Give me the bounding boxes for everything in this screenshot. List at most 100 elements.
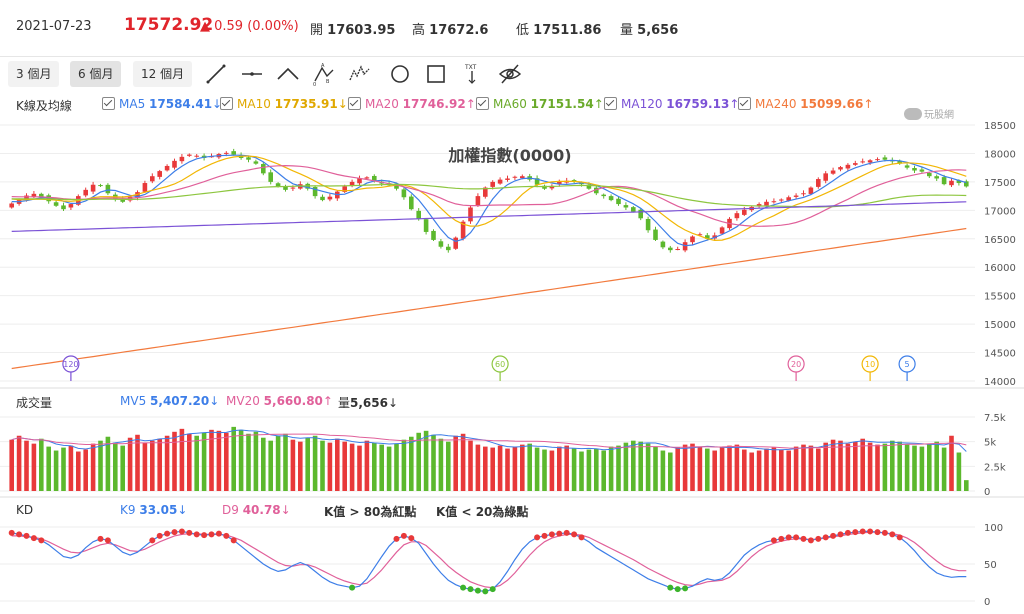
svg-text:B: B bbox=[326, 79, 330, 85]
volume-bar bbox=[705, 448, 710, 491]
candle-body bbox=[964, 181, 969, 187]
ma5-toggle[interactable]: MA5 17584.41↓ bbox=[102, 97, 222, 111]
kd-overbought-dot bbox=[852, 529, 859, 536]
candle-body bbox=[194, 155, 199, 157]
candle-body bbox=[594, 187, 599, 194]
candle-body bbox=[172, 160, 177, 168]
range-3m-button[interactable]: 3 個月 bbox=[8, 61, 60, 87]
candle-body bbox=[793, 195, 799, 197]
ma10-toggle[interactable]: MA10 17735.91↓ bbox=[220, 97, 348, 111]
candle-body bbox=[490, 181, 495, 187]
kd-overbought-dot bbox=[408, 535, 415, 542]
candle-body bbox=[927, 173, 932, 177]
volume-bar bbox=[631, 440, 636, 491]
price-tick-label: 16000 bbox=[984, 263, 1016, 274]
volume-bar bbox=[468, 440, 473, 491]
ma20-toggle[interactable]: MA20 17746.92↑ bbox=[348, 97, 476, 111]
candle-body bbox=[941, 177, 947, 185]
range-6m-button[interactable]: 6 個月 bbox=[70, 61, 122, 87]
wave-icon[interactable] bbox=[276, 62, 300, 86]
volume-bar bbox=[719, 446, 725, 491]
kd-overbought-dot bbox=[400, 532, 407, 539]
volume-bar bbox=[668, 452, 673, 491]
candle-body bbox=[431, 230, 436, 240]
volume-bar bbox=[734, 444, 740, 491]
volume-bar bbox=[497, 445, 503, 491]
candle-body bbox=[105, 184, 111, 194]
volume-bar bbox=[9, 439, 14, 491]
ma120-toggle[interactable]: MA120 16759.13↑ bbox=[604, 97, 739, 111]
volume-tick-label: 7.5k bbox=[984, 413, 1006, 424]
volume-bar bbox=[394, 443, 399, 491]
volume-bar bbox=[623, 442, 629, 491]
volume-bar bbox=[120, 445, 125, 491]
price-tick-label: 15500 bbox=[984, 292, 1016, 303]
candle-body bbox=[771, 201, 777, 203]
kd-overbought-dot bbox=[807, 537, 814, 544]
ma60-toggle[interactable]: MA60 17151.54↑ bbox=[476, 97, 604, 111]
volume-bar bbox=[349, 443, 355, 491]
trendline-icon[interactable] bbox=[204, 62, 228, 86]
ma-line-ma20 bbox=[11, 164, 967, 227]
kd-overbought-dot bbox=[541, 532, 548, 539]
volume-bar bbox=[808, 445, 814, 491]
hide-icon[interactable] bbox=[498, 62, 522, 86]
volume-bar bbox=[409, 436, 414, 491]
candle-body bbox=[275, 183, 281, 187]
volume-bar bbox=[838, 440, 843, 491]
abcd-pattern-icon[interactable]: A B 0 bbox=[312, 62, 336, 86]
text-icon[interactable]: TXT bbox=[460, 62, 484, 86]
volume-bar bbox=[105, 436, 111, 491]
candle-body bbox=[675, 249, 680, 251]
volume-bar bbox=[68, 445, 74, 491]
volume-bar bbox=[24, 440, 29, 491]
volume-tick-label: 2.5k bbox=[984, 462, 1006, 473]
volume-bar bbox=[816, 448, 821, 491]
candle-body bbox=[786, 197, 791, 201]
candle-body bbox=[372, 175, 377, 181]
volume-bar bbox=[912, 445, 917, 491]
volume-bar bbox=[505, 448, 510, 491]
mv20-line bbox=[11, 433, 967, 449]
horizontal-line-icon[interactable] bbox=[240, 62, 264, 86]
volume-bar bbox=[749, 452, 754, 491]
kd-overbought-dot bbox=[563, 529, 570, 536]
volume-bar bbox=[327, 442, 333, 491]
ma240-toggle[interactable]: MA240 15099.66↑ bbox=[738, 97, 873, 111]
range-12m-button[interactable]: 12 個月 bbox=[133, 61, 193, 87]
volume-bar bbox=[579, 451, 584, 491]
candle-body bbox=[68, 204, 74, 208]
volume-bar bbox=[320, 440, 325, 491]
volume-bar bbox=[298, 441, 303, 491]
candle-body bbox=[512, 176, 518, 178]
volume-bar bbox=[312, 435, 318, 491]
kd-overbought-dot bbox=[837, 531, 844, 538]
volume-tick-label: 0 bbox=[984, 487, 990, 498]
volume-bar bbox=[61, 447, 66, 491]
candle-body bbox=[764, 201, 769, 206]
volume-bar bbox=[830, 439, 836, 491]
kd-overbought-dot bbox=[193, 531, 200, 538]
volume-bar bbox=[549, 450, 555, 491]
candle-body bbox=[475, 196, 481, 206]
kd-overbought-dot bbox=[844, 529, 851, 536]
elliott-wave-icon[interactable] bbox=[348, 62, 372, 86]
rectangle-icon[interactable] bbox=[424, 62, 448, 86]
volume-bar bbox=[682, 444, 688, 491]
candle-body bbox=[845, 164, 851, 169]
volume-bar bbox=[771, 447, 777, 491]
volume-bar bbox=[557, 446, 562, 491]
volume-bar bbox=[238, 429, 244, 491]
kd-legend: KD K9 33.05↓ D9 40.78↓ K值 > 80為紅點 K值 < 2… bbox=[16, 503, 528, 519]
volume-bar bbox=[431, 434, 436, 491]
candle-body bbox=[808, 187, 814, 194]
volume-bar bbox=[261, 437, 266, 491]
candle-body bbox=[231, 151, 236, 155]
price-tick-label: 14000 bbox=[984, 377, 1016, 388]
candle-body bbox=[342, 186, 347, 192]
volume-bar bbox=[401, 439, 407, 491]
circle-icon[interactable] bbox=[388, 62, 412, 86]
volume-bar bbox=[956, 452, 962, 491]
volume-bar bbox=[246, 433, 251, 491]
